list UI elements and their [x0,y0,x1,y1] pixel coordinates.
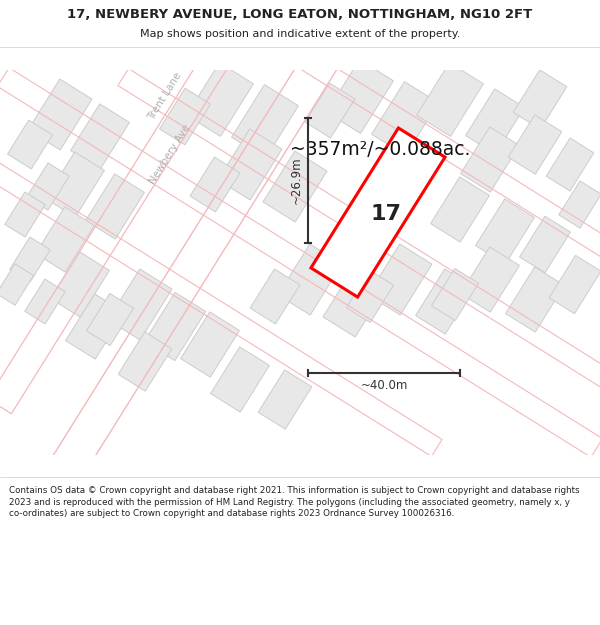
Polygon shape [0,264,34,305]
Polygon shape [50,252,109,317]
Polygon shape [416,62,484,136]
Text: Contains OS data © Crown copyright and database right 2021. This information is : Contains OS data © Crown copyright and d… [9,486,580,519]
Text: 17: 17 [371,204,401,224]
Polygon shape [232,84,298,158]
Polygon shape [506,267,565,332]
Polygon shape [431,268,479,321]
Polygon shape [508,115,562,174]
Polygon shape [160,88,211,145]
Polygon shape [65,294,124,359]
Polygon shape [311,128,445,297]
Polygon shape [10,237,50,282]
Polygon shape [323,266,387,337]
Polygon shape [549,256,600,314]
Polygon shape [520,216,571,272]
Polygon shape [346,271,394,322]
Polygon shape [211,347,269,412]
Polygon shape [513,70,567,129]
Text: ~26.9m: ~26.9m [290,156,302,204]
Polygon shape [145,292,206,361]
Polygon shape [250,269,300,324]
Polygon shape [461,127,520,192]
Polygon shape [71,104,130,169]
Polygon shape [5,192,45,237]
Polygon shape [546,138,594,191]
Polygon shape [25,279,65,324]
Polygon shape [368,244,432,315]
Polygon shape [28,79,92,150]
Polygon shape [559,181,600,228]
Polygon shape [86,293,134,346]
Polygon shape [431,177,490,242]
Polygon shape [263,151,327,222]
Polygon shape [476,199,535,264]
Polygon shape [371,82,439,156]
Polygon shape [305,83,355,138]
Polygon shape [108,269,172,340]
Polygon shape [326,59,394,133]
Text: 17, NEWBERY AVENUE, LONG EATON, NOTTINGHAM, NG10 2FT: 17, NEWBERY AVENUE, LONG EATON, NOTTINGH… [67,9,533,21]
Polygon shape [35,207,94,272]
Polygon shape [46,152,104,217]
Polygon shape [461,247,520,312]
Text: ~40.0m: ~40.0m [361,379,407,392]
Polygon shape [466,89,524,154]
Polygon shape [190,157,240,212]
Polygon shape [181,312,239,377]
Text: ~357m²/~0.088ac.: ~357m²/~0.088ac. [290,140,470,159]
Polygon shape [218,129,282,200]
Polygon shape [187,62,253,136]
Polygon shape [86,174,145,239]
Polygon shape [27,163,69,210]
Polygon shape [8,120,52,169]
Text: Trent Lane: Trent Lane [146,71,184,122]
Polygon shape [258,370,312,429]
Text: Newbery Ave: Newbery Ave [148,123,193,186]
Polygon shape [278,244,342,315]
Polygon shape [416,269,475,334]
Text: Map shows position and indicative extent of the property.: Map shows position and indicative extent… [140,29,460,39]
Polygon shape [118,332,172,391]
